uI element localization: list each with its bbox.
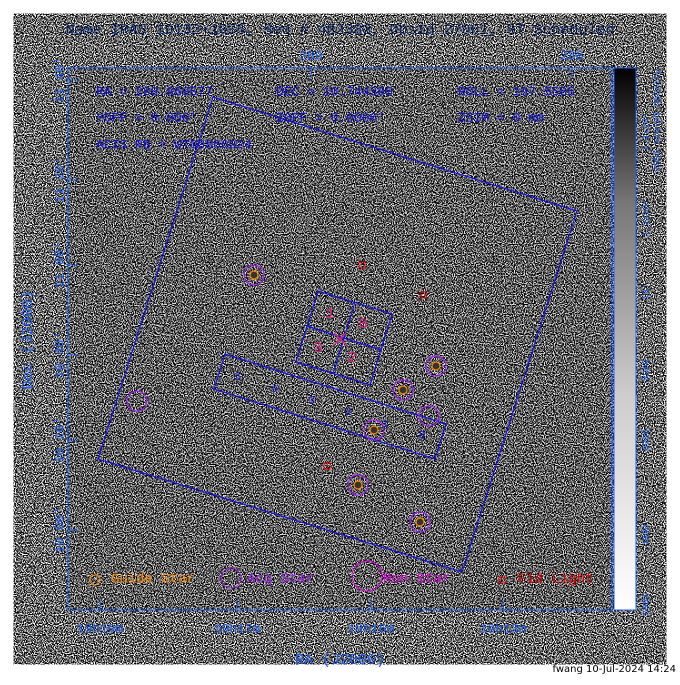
acis-i (295, 290, 393, 386)
chip-label: 3 (313, 340, 322, 357)
x-tick-label: 19h15m (348, 621, 395, 636)
colorbar-tick: 10⁴ (640, 284, 651, 300)
colorbar-tick: 1.4x10⁴ (640, 113, 651, 151)
chip-label: 1 (382, 419, 389, 431)
y-axis-label: Dec (J2000) (20, 290, 37, 389)
legend-guide (89, 574, 101, 586)
y-tick-label: 10 20' (52, 417, 67, 464)
acq-star (243, 264, 265, 286)
guide-star (353, 480, 363, 490)
info-text: YOFF = 0.000' (96, 110, 197, 125)
y-tick-label: 10 00' (52, 507, 67, 554)
colorbar-label: POSS scaled density (652, 68, 662, 171)
colorbar-tick: 6000 (641, 429, 651, 451)
fid-light (323, 462, 331, 470)
acq-star (347, 474, 369, 496)
y-tick-label: 11 20' (52, 157, 67, 204)
acq-star (363, 419, 385, 441)
guide-star (398, 385, 408, 395)
footer: fwang 10-Jul-2024 14:24 (552, 664, 676, 675)
legend-mon (351, 560, 383, 592)
y-tick-label: 11 40' (52, 57, 67, 104)
info-text: ROLL = 197.5585 (458, 84, 575, 99)
fov (97, 96, 578, 573)
chip-label: 1 (325, 306, 334, 323)
guide-star (249, 270, 259, 280)
x-tick-label: 19h19m (77, 621, 124, 636)
markers (126, 261, 447, 533)
info-text: DEC = 10.744380 (276, 84, 393, 99)
colorbar-tick: 1.2x10⁴ (640, 199, 651, 237)
fid-light (358, 261, 366, 269)
chip-line (306, 325, 382, 351)
legend-fid (498, 576, 506, 584)
acq-star (392, 379, 414, 401)
info-text: ZOFF = 0.0000' (276, 110, 385, 125)
chip-label: 3 (308, 396, 315, 408)
acis-s (213, 353, 447, 460)
guide-star (415, 517, 425, 527)
guide-star (431, 361, 441, 371)
y-tick-label: 10 40' (52, 332, 67, 379)
fid-light (419, 291, 427, 299)
plot-frame (67, 67, 613, 611)
chip-label: 4 (271, 384, 278, 396)
x-tick-label: 19h13m (480, 621, 527, 636)
chip-label: 0 (419, 431, 426, 443)
chip-label: 2 (345, 407, 352, 419)
aimpoint (333, 332, 347, 346)
legend-label: Mon Star (383, 572, 450, 588)
info-text: RA = 288.869577 (96, 84, 213, 99)
x-top-tick-label: 288 (560, 48, 583, 63)
chip-label: 0 (358, 316, 367, 333)
title: Name IRAS 19132+1035, Seq # 402383, Obsi… (65, 22, 614, 39)
colorbar-tick: 2000 (641, 594, 651, 616)
acq-star (425, 355, 447, 377)
colorbar-tick: 4000 (641, 524, 651, 546)
info: RA = 288.869577 DEC = 10.744380 ROLL = 197… (96, 84, 575, 152)
legend-label: Fid Light (518, 572, 594, 588)
chip-label: 5 (235, 372, 242, 384)
colorbar-tick: 8000 (641, 359, 651, 381)
chip-label: 2 (347, 350, 356, 367)
legend-label: Acq Star (247, 572, 314, 588)
guide-star (369, 425, 379, 435)
labels: 1 0 3 2 5 4 3 2 1 0 19h19m 19h17m 19h15m 19h13m 289 288… (20, 48, 676, 675)
info-text: ZSIM = 0 mm (458, 110, 544, 125)
field-of-view (97, 96, 578, 573)
colorbar (613, 67, 637, 611)
acq-star (418, 405, 440, 427)
acq-star (409, 511, 431, 533)
legend-label: Guide Star (111, 572, 195, 588)
acq-star (126, 390, 148, 412)
y-tick-label: 11 00' (52, 242, 67, 289)
info-text: ACIS PB = WT00866024 (96, 137, 252, 152)
legend-acq (220, 567, 242, 589)
x-tick-label: 19h17m (214, 621, 261, 636)
x-axis-label: RA (J2000) (295, 652, 385, 669)
x-top-tick-label: 289 (299, 48, 322, 63)
